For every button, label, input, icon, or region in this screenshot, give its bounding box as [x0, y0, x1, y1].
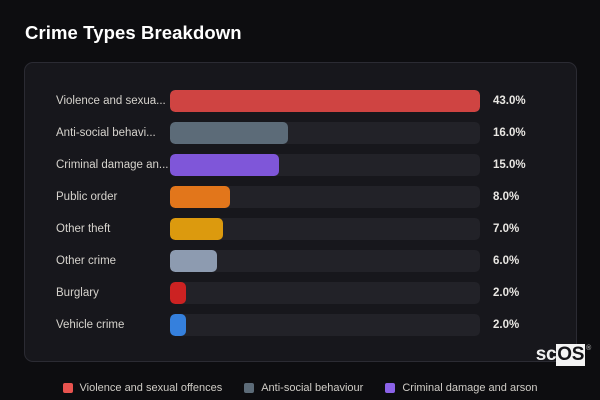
bar-value-label: 43.0% — [493, 95, 526, 107]
bar-value-label: 2.0% — [493, 287, 520, 299]
bar-category-label: Burglary — [56, 287, 99, 299]
bar-track — [170, 250, 480, 272]
bar-category-label: Public order — [56, 191, 118, 203]
watermark-highlight: OS — [556, 344, 586, 366]
bar-category-label: Anti-social behavi... — [56, 127, 156, 139]
bar-row[interactable]: Other theft 7.0% — [25, 213, 576, 245]
bar-category-label: Other theft — [56, 223, 111, 235]
bar-track — [170, 314, 480, 336]
bar-track — [170, 90, 480, 112]
bar-category-label: Violence and sexua... — [56, 95, 166, 107]
bar-value-label: 7.0% — [493, 223, 520, 235]
bar-row[interactable]: Burglary 2.0% — [25, 277, 576, 309]
bar-rows: Violence and sexua... 43.0% Anti-social be… — [25, 85, 576, 341]
bar-fill[interactable] — [170, 218, 223, 240]
bar-fill[interactable] — [170, 314, 186, 336]
legend-label: Violence and sexual offences — [79, 382, 223, 394]
legend-label: Anti-social behaviour — [261, 382, 364, 394]
crime-types-chart-card: Violence and sexua... 43.0% Anti-social be… — [24, 62, 577, 362]
legend-swatch-icon — [244, 383, 255, 393]
bar-value-label: 16.0% — [493, 127, 526, 139]
watermark-registered-icon: ® — [586, 345, 591, 352]
bar-row[interactable]: Other crime 6.0% — [25, 245, 576, 277]
bar-fill[interactable] — [170, 154, 279, 176]
bar-row[interactable]: Violence and sexua... 43.0% — [25, 85, 576, 117]
bar-track — [170, 282, 480, 304]
bar-fill[interactable] — [170, 282, 186, 304]
bar-track — [170, 154, 480, 176]
chart-legend: Violence and sexual offences Anti-social … — [0, 382, 600, 394]
bar-row[interactable]: Vehicle crime 2.0% — [25, 309, 576, 341]
bar-category-label: Other crime — [56, 255, 117, 267]
legend-item[interactable]: Anti-social behaviour — [244, 382, 363, 394]
bar-value-label: 6.0% — [493, 255, 520, 267]
watermark-prefix: sc — [535, 344, 557, 365]
bar-row[interactable]: Public order 8.0% — [25, 181, 576, 213]
legend-label: Criminal damage and arson — [402, 382, 538, 394]
bar-fill[interactable] — [170, 90, 480, 112]
bar-fill[interactable] — [170, 250, 217, 272]
bar-value-label: 2.0% — [493, 319, 520, 331]
bar-track — [170, 218, 480, 240]
bar-row[interactable]: Criminal damage an... 15.0% — [25, 149, 576, 181]
bar-row[interactable]: Anti-social behavi... 16.0% — [25, 117, 576, 149]
bar-category-label: Criminal damage an... — [56, 159, 169, 171]
bar-track — [170, 186, 480, 208]
scos-watermark: sc OS ® — [536, 344, 591, 366]
bar-value-label: 8.0% — [493, 191, 520, 203]
legend-swatch-icon — [385, 383, 396, 393]
legend-item[interactable]: Violence and sexual offences — [62, 382, 223, 394]
legend-item[interactable]: Criminal damage and arson — [385, 382, 537, 394]
page-title: Crime Types Breakdown — [25, 22, 242, 43]
bar-value-label: 15.0% — [493, 159, 526, 171]
bar-fill[interactable] — [170, 122, 288, 144]
legend-swatch-icon — [62, 383, 73, 393]
bar-track — [170, 122, 480, 144]
bar-fill[interactable] — [170, 186, 231, 208]
bar-category-label: Vehicle crime — [56, 319, 125, 331]
